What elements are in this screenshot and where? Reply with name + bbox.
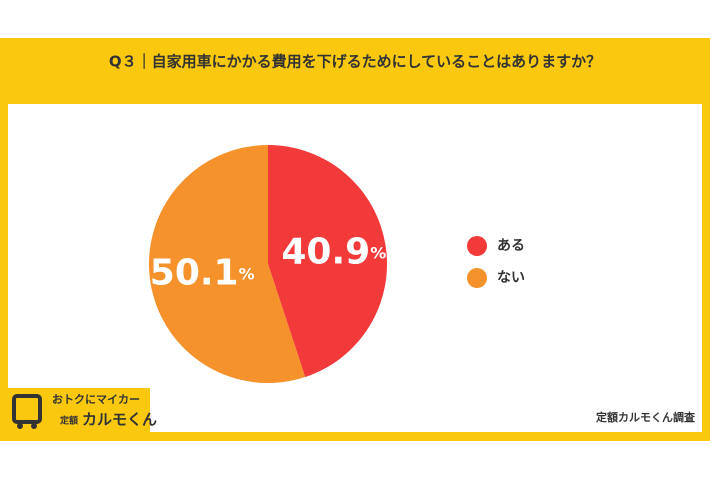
logo-wheel — [31, 423, 37, 429]
data-label: 50.1% — [150, 253, 255, 294]
data-label-unit: % — [239, 264, 255, 283]
data-label-value: 50.1 — [150, 253, 239, 294]
data-label-value: 40.9 — [281, 231, 370, 272]
legend-label: ある — [497, 238, 525, 254]
logo-text: おトクにマイカー — [52, 393, 140, 406]
legend-label: ない — [497, 270, 525, 286]
legend-marker — [467, 236, 487, 256]
pie-slice — [149, 145, 306, 383]
logo-text: 定額 — [59, 415, 78, 427]
source: 定額カルモくん調査 — [596, 410, 695, 424]
logo: おトクにマイカー 定額 カルモくん — [8, 388, 157, 432]
data-label-unit: % — [370, 243, 386, 262]
logo-icon — [12, 394, 42, 424]
logo-text: カルモくん — [82, 411, 157, 429]
pie-slice — [268, 145, 388, 378]
data-label: 40.9% — [281, 231, 386, 272]
legend-marker — [467, 268, 487, 288]
logo-wheel — [17, 423, 23, 429]
chart-title: Q３｜自家用車にかかる費用を下げるためにしていることはありますか？ — [109, 53, 601, 71]
